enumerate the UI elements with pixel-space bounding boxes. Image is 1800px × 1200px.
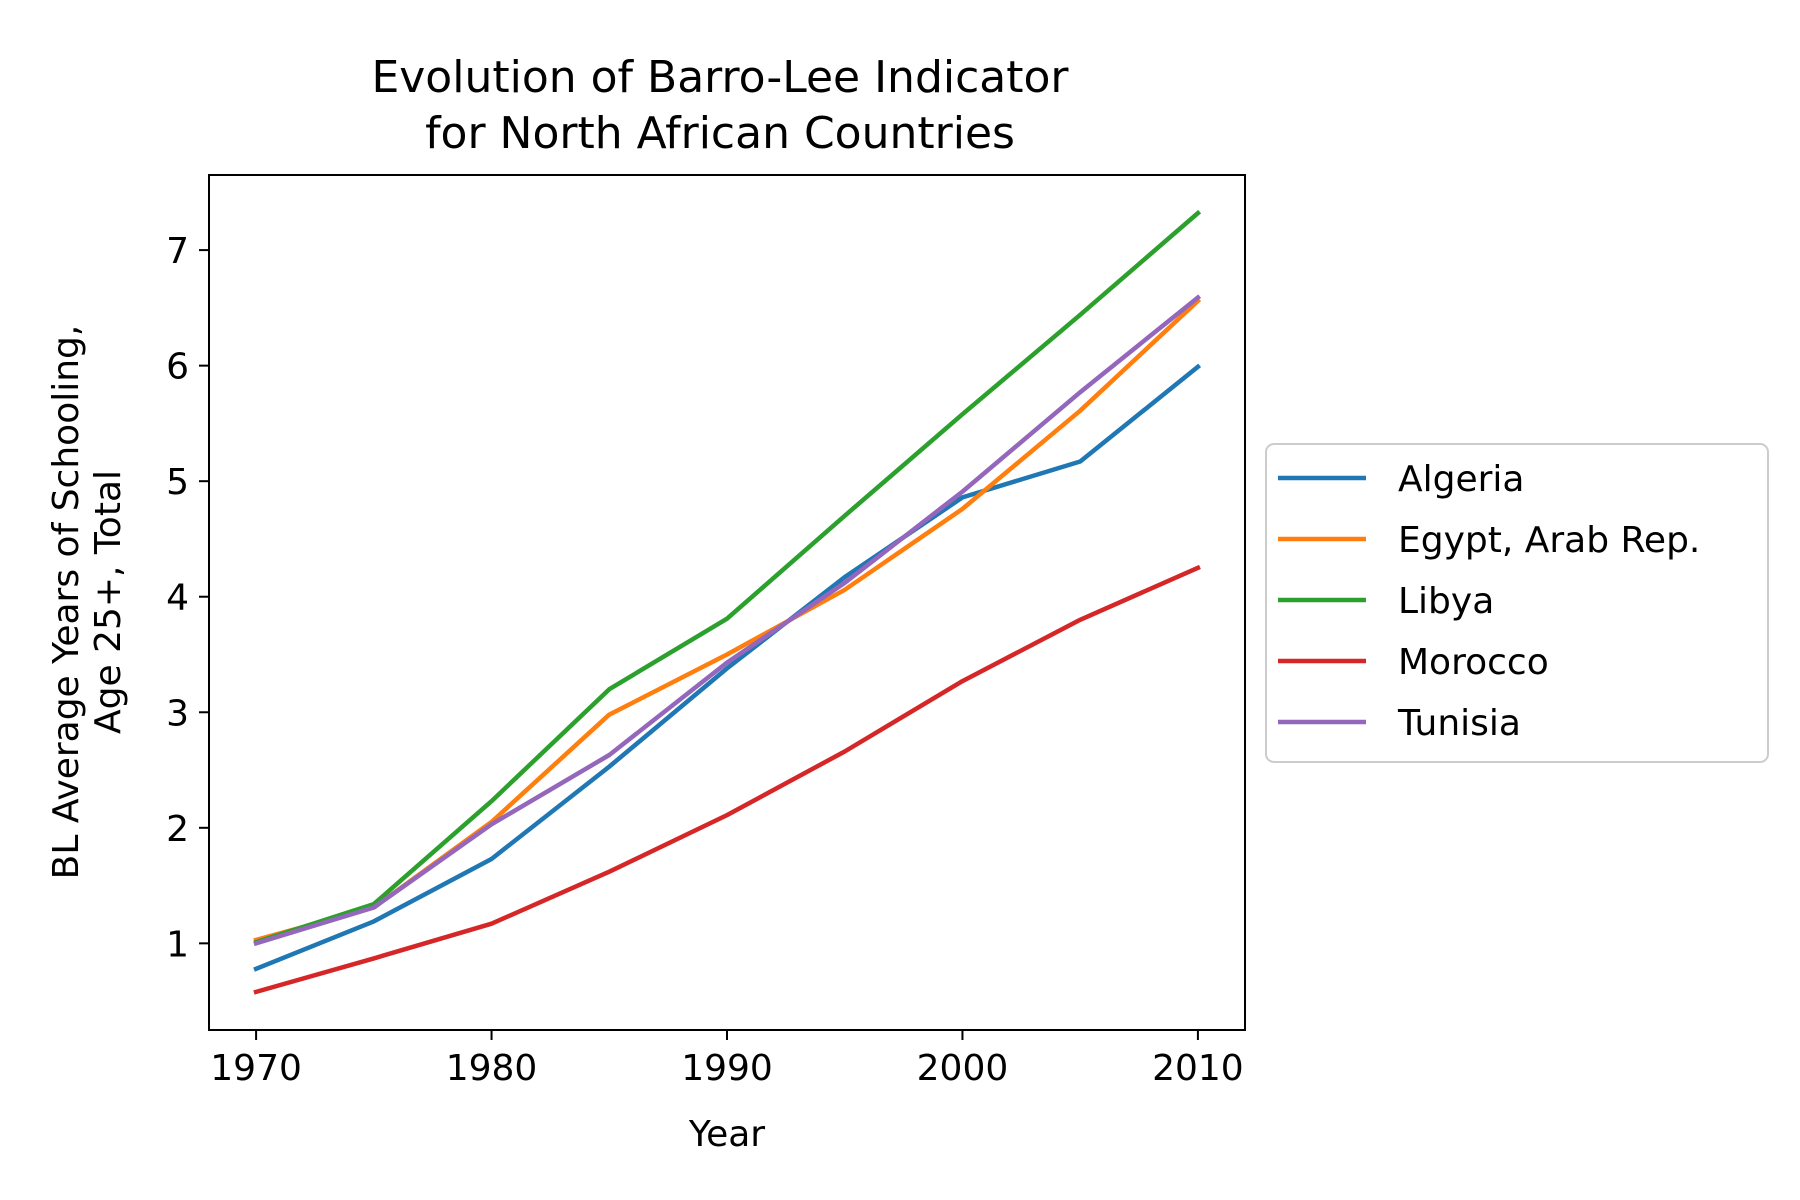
chart-title-line-1: Evolution of Barro-Lee Indicator bbox=[371, 52, 1069, 103]
x-tick-label-2: 1990 bbox=[681, 1048, 773, 1089]
chart-title-line-2: for North African Countries bbox=[425, 108, 1015, 159]
series-lines bbox=[253, 209, 1202, 995]
y-tick-label-1: 2 bbox=[166, 809, 189, 850]
series-line-3 bbox=[253, 564, 1201, 995]
y-axis-ticks: 1 2 3 4 5 6 7 bbox=[166, 231, 209, 965]
y-tick-label-3: 4 bbox=[166, 578, 189, 619]
series-line-4 bbox=[253, 294, 1202, 947]
x-tick-label-1: 1980 bbox=[446, 1048, 538, 1089]
legend-label-3: Morocco bbox=[1398, 642, 1549, 683]
legend-box bbox=[1265, 443, 1769, 763]
plot-area bbox=[208, 174, 1246, 1031]
x-tick-label-3: 2000 bbox=[917, 1048, 1009, 1089]
y-axis-label: BL Average Years of Schooling, Age 25+, … bbox=[46, 325, 129, 880]
y-tick-label-6: 7 bbox=[166, 231, 189, 272]
y-tick-label-2: 3 bbox=[166, 693, 189, 734]
x-axis-ticks: 1970 1980 1990 2000 2010 bbox=[210, 1030, 1244, 1089]
y-axis-label-line-1: BL Average Years of Schooling, bbox=[46, 325, 87, 880]
legend-label-1: Egypt, Arab Rep. bbox=[1398, 520, 1700, 561]
x-axis-label: Year bbox=[688, 1114, 765, 1155]
legend-label-0: Algeria bbox=[1398, 459, 1525, 500]
y-tick-label-0: 1 bbox=[166, 924, 189, 965]
y-axis-label-line-2: Age 25+, Total bbox=[88, 470, 129, 734]
legend: Algeria Egypt, Arab Rep. Libya Morocco Tunis… bbox=[1265, 443, 1769, 763]
y-tick-label-5: 6 bbox=[166, 347, 189, 388]
series-line-2 bbox=[253, 209, 1202, 946]
x-tick-label-0: 1970 bbox=[210, 1048, 302, 1089]
series-line-0 bbox=[253, 363, 1202, 972]
chart-title: Evolution of Barro-Lee Indicator for Nor… bbox=[371, 52, 1069, 159]
legend-label-2: Libya bbox=[1398, 581, 1494, 622]
x-tick-label-4: 2010 bbox=[1152, 1048, 1244, 1089]
y-tick-label-4: 5 bbox=[166, 462, 189, 503]
legend-label-4: Tunisia bbox=[1397, 703, 1521, 744]
